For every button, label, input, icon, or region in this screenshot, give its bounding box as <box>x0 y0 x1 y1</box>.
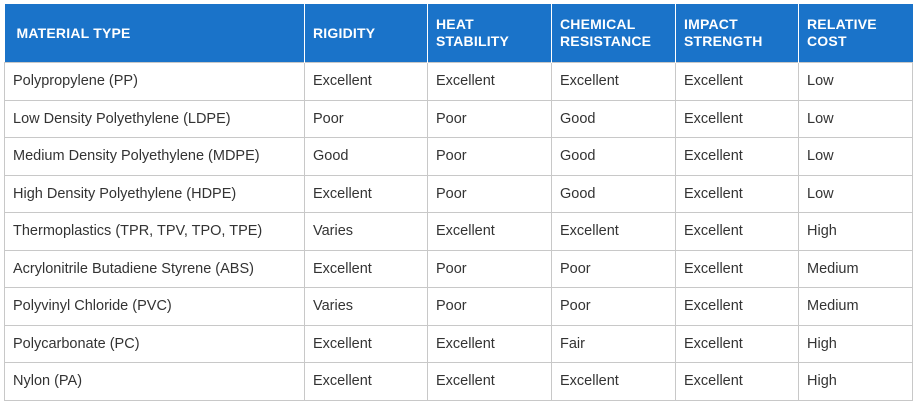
cell-heat-stability: Poor <box>427 174 552 213</box>
header-line: STABILITY <box>436 33 510 49</box>
cell-material: Low Density Polyethylene (LDPE) <box>4 99 305 138</box>
cell-heat-stability: Poor <box>427 287 552 326</box>
header-line: MATERIAL TYPE <box>16 24 131 41</box>
cell-material: Acrylonitrile Butadiene Styrene (ABS) <box>4 249 305 288</box>
cell-rigidity: Good <box>304 137 428 176</box>
header-chemical-resistance: CHEMICAL RESISTANCE <box>551 4 676 63</box>
cell-heat-stability: Poor <box>427 249 552 288</box>
cell-impact-strength: Excellent <box>675 249 799 288</box>
header-impact-strength: IMPACT STRENGTH <box>675 4 799 63</box>
cell-material: Nylon (PA) <box>4 362 305 401</box>
cell-material: High Density Polyethylene (HDPE) <box>4 174 305 213</box>
header-line: RESISTANCE <box>560 33 652 49</box>
table-row: High Density Polyethylene (HDPE) Excelle… <box>4 174 913 213</box>
table-row: Medium Density Polyethylene (MDPE) Good … <box>4 137 913 176</box>
table-row: Acrylonitrile Butadiene Styrene (ABS) Ex… <box>4 249 913 288</box>
cell-material: Polyvinyl Chloride (PVC) <box>4 287 305 326</box>
cell-chemical-resistance: Fair <box>551 324 676 363</box>
cell-material: Polycarbonate (PC) <box>4 324 305 363</box>
cell-chemical-resistance: Excellent <box>551 62 676 101</box>
cell-relative-cost: Low <box>798 137 913 176</box>
cell-relative-cost: Low <box>798 62 913 101</box>
cell-heat-stability: Poor <box>427 137 552 176</box>
header-heat-stability: HEAT STABILITY <box>427 4 552 63</box>
cell-relative-cost: Medium <box>798 287 913 326</box>
cell-heat-stability: Poor <box>427 99 552 138</box>
cell-heat-stability: Excellent <box>427 62 552 101</box>
table-header: MATERIAL TYPE RIGIDITY HEAT STABILITY CHE… <box>4 4 913 63</box>
header-line: CHEMICAL <box>560 16 636 32</box>
table-row: Polypropylene (PP) Excellent Excellent E… <box>4 62 913 101</box>
cell-impact-strength: Excellent <box>675 324 799 363</box>
cell-material: Polypropylene (PP) <box>4 62 305 101</box>
table-body: Polypropylene (PP) Excellent Excellent E… <box>4 62 913 401</box>
header-material-type: MATERIAL TYPE <box>4 4 305 63</box>
cell-chemical-resistance: Poor <box>551 287 676 326</box>
table-row: Polyvinyl Chloride (PVC) Varies Poor Poo… <box>4 287 913 326</box>
cell-impact-strength: Excellent <box>675 62 799 101</box>
table-row: Nylon (PA) Excellent Excellent Excellent… <box>4 362 913 401</box>
cell-impact-strength: Excellent <box>675 212 799 251</box>
header-line: RELATIVE <box>807 16 877 32</box>
table-row: Polycarbonate (PC) Excellent Excellent F… <box>4 324 913 363</box>
cell-heat-stability: Excellent <box>427 324 552 363</box>
cell-chemical-resistance: Good <box>551 99 676 138</box>
cell-impact-strength: Excellent <box>675 99 799 138</box>
cell-rigidity: Excellent <box>304 174 428 213</box>
header-rigidity: RIGIDITY <box>304 4 428 63</box>
cell-impact-strength: Excellent <box>675 362 799 401</box>
cell-chemical-resistance: Excellent <box>551 212 676 251</box>
header-line: IMPACT <box>684 16 738 32</box>
cell-relative-cost: High <box>798 212 913 251</box>
header-line: RIGIDITY <box>313 24 376 41</box>
table-row: Low Density Polyethylene (LDPE) Poor Poo… <box>4 99 913 138</box>
cell-chemical-resistance: Excellent <box>551 362 676 401</box>
cell-heat-stability: Excellent <box>427 212 552 251</box>
cell-impact-strength: Excellent <box>675 137 799 176</box>
header-line: HEAT <box>436 16 474 32</box>
cell-rigidity: Excellent <box>304 62 428 101</box>
cell-rigidity: Varies <box>304 287 428 326</box>
material-comparison-table-container: MATERIAL TYPE RIGIDITY HEAT STABILITY CHE… <box>4 4 913 401</box>
cell-material: Medium Density Polyethylene (MDPE) <box>4 137 305 176</box>
table-row: Thermoplastics (TPR, TPV, TPO, TPE) Vari… <box>4 212 913 251</box>
cell-rigidity: Excellent <box>304 249 428 288</box>
cell-heat-stability: Excellent <box>427 362 552 401</box>
cell-relative-cost: Medium <box>798 249 913 288</box>
cell-impact-strength: Excellent <box>675 174 799 213</box>
header-row: MATERIAL TYPE RIGIDITY HEAT STABILITY CHE… <box>4 4 913 63</box>
cell-relative-cost: High <box>798 324 913 363</box>
cell-relative-cost: High <box>798 362 913 401</box>
header-line: COST <box>807 33 847 49</box>
cell-rigidity: Excellent <box>304 362 428 401</box>
cell-rigidity: Excellent <box>304 324 428 363</box>
header-line: STRENGTH <box>684 33 763 49</box>
material-comparison-table: MATERIAL TYPE RIGIDITY HEAT STABILITY CHE… <box>4 4 913 401</box>
cell-material: Thermoplastics (TPR, TPV, TPO, TPE) <box>4 212 305 251</box>
header-relative-cost: RELATIVE COST <box>798 4 913 63</box>
cell-rigidity: Poor <box>304 99 428 138</box>
cell-impact-strength: Excellent <box>675 287 799 326</box>
cell-rigidity: Varies <box>304 212 428 251</box>
cell-relative-cost: Low <box>798 99 913 138</box>
cell-relative-cost: Low <box>798 174 913 213</box>
cell-chemical-resistance: Poor <box>551 249 676 288</box>
cell-chemical-resistance: Good <box>551 174 676 213</box>
cell-chemical-resistance: Good <box>551 137 676 176</box>
